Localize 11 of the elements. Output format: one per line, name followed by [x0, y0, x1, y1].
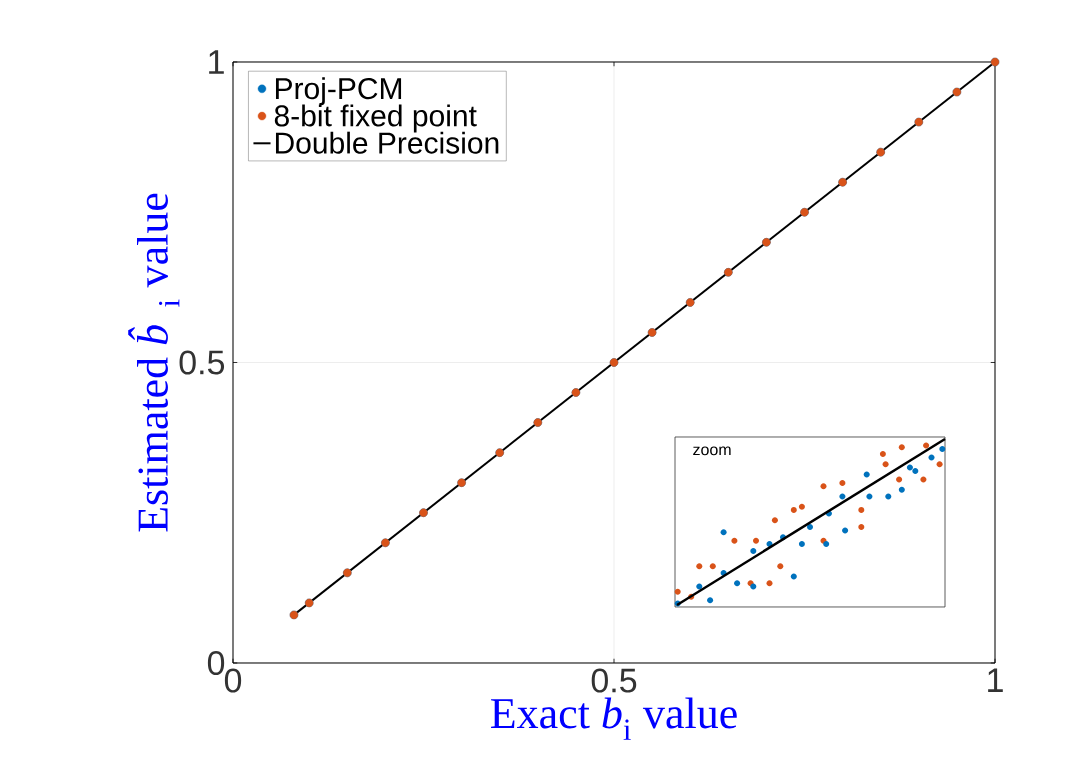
x-tick-label: 0.5: [591, 668, 637, 693]
x-tick-label: 0: [224, 668, 242, 693]
y-tick-label: 0.5: [179, 350, 225, 375]
y-axis-title: Estimated b̂$_{i}$ value: [128, 193, 180, 532]
x-axis-title: Exact b$_{i}$ value: [491, 697, 737, 740]
annotation: zoom: [693, 446, 731, 456]
y-tick-label: 0: [207, 650, 225, 676]
y-tick-label: 1: [209, 50, 224, 74]
legend-label: Proj-PCM: [275, 77, 402, 106]
legend-label: Double Precision: [275, 131, 499, 154]
x-tick-label: 1: [988, 668, 1003, 692]
